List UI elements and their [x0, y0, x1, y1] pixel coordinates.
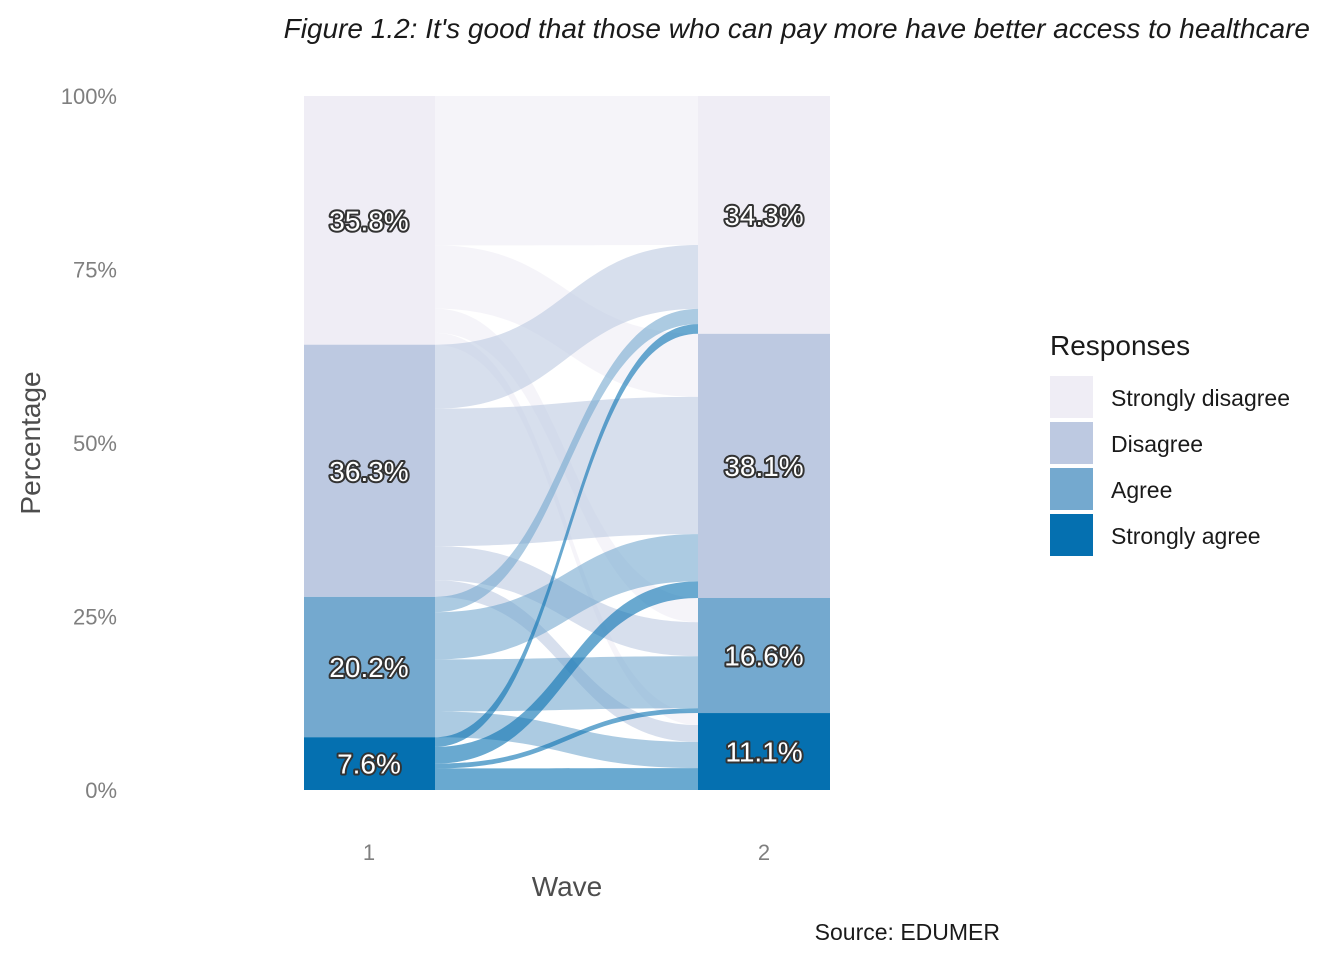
flow-disagree-to-strongly-disagree — [435, 245, 698, 409]
flow-agree-to-disagree — [435, 534, 698, 660]
flow-agree-to-strongly-disagree — [435, 308, 698, 613]
flow-strongly-agree-to-disagree — [435, 581, 698, 764]
flows-group — [435, 96, 698, 790]
segment-label-wave1-disagree: 36.3% — [329, 456, 408, 487]
segment-label-wave1-strongly-disagree: 35.8% — [329, 205, 408, 236]
legend-title: Responses — [1050, 330, 1190, 361]
bar-wave2-strongly-disagree — [698, 96, 830, 334]
legend: Responses Strongly disagree Disagree Agree… — [1050, 330, 1290, 556]
flow-strongly-agree-to-strongly-agree — [435, 768, 698, 790]
y-axis-ticks: 0% 25% 50% 75% 100% — [61, 84, 117, 803]
bar-wave2-agree — [698, 597, 830, 714]
x-axis-title: Wave — [532, 871, 603, 902]
bar-wave2-disagree — [698, 333, 830, 598]
bar-wave1-agree — [304, 596, 435, 738]
y-tick-label: 100% — [61, 84, 117, 109]
y-tick-label: 75% — [73, 258, 117, 283]
flow-strongly-disagree-to-strongly-disagree — [435, 96, 698, 246]
bar-wave2-strongly-agree — [698, 713, 830, 790]
legend-swatch-strongly-disagree — [1050, 376, 1093, 418]
legend-label-agree: Agree — [1111, 477, 1172, 503]
flow-strongly-agree-to-strongly-disagree — [435, 324, 698, 747]
legend-swatch-disagree — [1050, 422, 1093, 464]
y-tick-label: 50% — [73, 431, 117, 456]
segment-labels-group: 35.8% 36.3% 20.2% 7.6% 34.3% 38.1% 16.6% 11.1% — [327, 198, 805, 782]
flow-strongly-agree-to-agree — [435, 708, 698, 769]
legend-swatch-strongly-agree — [1050, 514, 1093, 556]
bar-wave1-disagree — [304, 344, 435, 597]
legend-label-strongly-disagree: Strongly disagree — [1111, 385, 1290, 411]
segment-label-wave2-strongly-disagree: 34.3% — [724, 200, 803, 231]
x-tick-label: 1 — [363, 840, 375, 865]
stacked-bars-group — [304, 96, 830, 790]
bar-wave1-strongly-agree — [304, 737, 435, 790]
legend-label-disagree: Disagree — [1111, 431, 1203, 457]
segment-label-wave1-agree: 20.2% — [329, 652, 408, 683]
legend-swatch-agree — [1050, 468, 1093, 510]
segment-label-wave2-disagree: 38.1% — [724, 451, 803, 482]
y-tick-label: 0% — [85, 778, 117, 803]
legend-label-strongly-agree: Strongly agree — [1111, 523, 1261, 549]
chart-title: Figure 1.2: It's good that those who can… — [284, 13, 1310, 44]
segment-label-wave1-strongly-agree: 7.6% — [337, 749, 401, 780]
segment-label-wave2-agree: 16.6% — [724, 640, 803, 671]
y-axis-title: Percentage — [15, 371, 46, 514]
x-tick-label: 2 — [758, 840, 770, 865]
segment-label-wave2-strongly-agree: 11.1% — [725, 737, 802, 768]
source-caption: Source: EDUMER — [815, 919, 1000, 945]
bar-wave1-strongly-disagree — [304, 96, 435, 345]
flow-disagree-to-disagree — [435, 396, 698, 547]
y-tick-label: 25% — [73, 605, 117, 630]
